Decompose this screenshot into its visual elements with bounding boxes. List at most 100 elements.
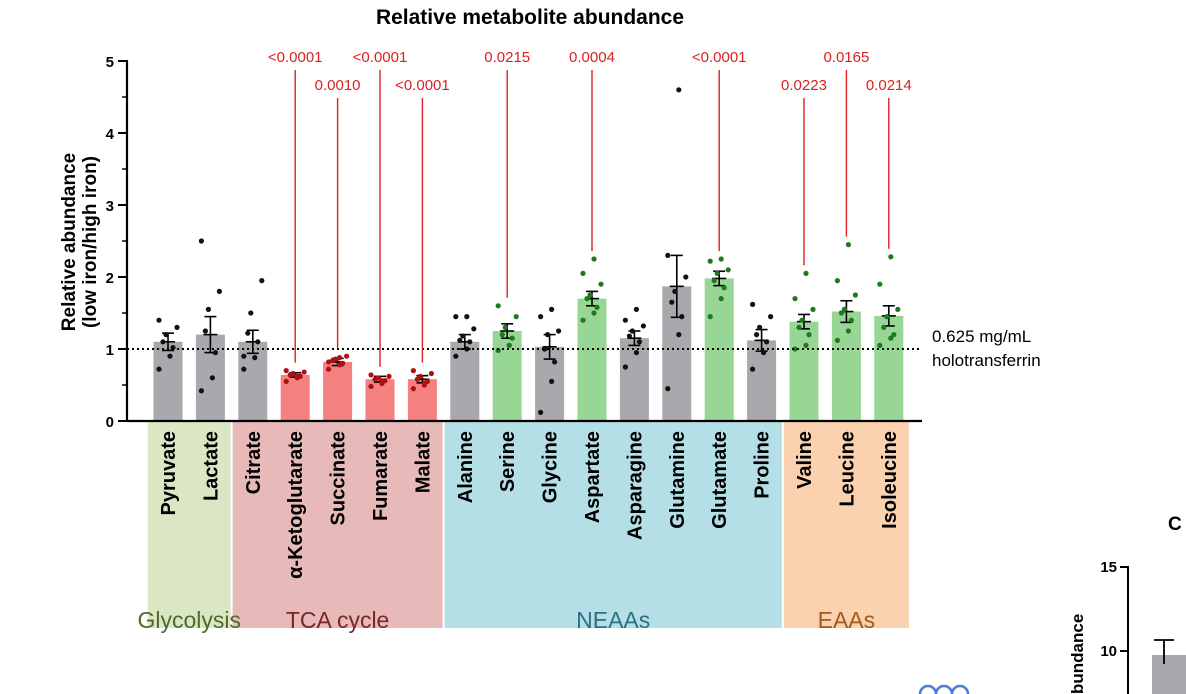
pvalue-isoleucine: 0.0214 <box>866 77 912 94</box>
point-proline <box>754 332 760 338</box>
point-glutamate <box>721 285 727 291</box>
point-glycine <box>545 332 551 338</box>
point-alanine <box>467 339 473 345</box>
group-band-eaas <box>783 422 909 628</box>
pvalue-aspartate: 0.0004 <box>569 49 615 66</box>
point-alanine <box>464 314 470 320</box>
point-valine <box>799 317 805 323</box>
point-glycine <box>538 314 544 320</box>
point-ketoglutarate <box>294 373 300 379</box>
point-leucine <box>841 306 848 312</box>
point-serine <box>513 314 519 320</box>
category-labels: Pyruvate Lactate Citrate α-Ketoglutarate Suc… <box>158 431 901 579</box>
y-axis-label-line1: Relative abundance <box>59 153 80 331</box>
category-label-glycine: Glycine <box>540 431 562 503</box>
point-isoleucine <box>891 332 897 338</box>
point-isoleucine <box>884 314 890 320</box>
point-glutamine <box>679 314 685 320</box>
point-fumarate <box>368 383 374 390</box>
category-label-aspartate: Aspartate <box>582 431 604 523</box>
point-serine <box>499 332 505 338</box>
point-alanine <box>460 333 466 339</box>
point-malate <box>410 386 416 392</box>
point-serine <box>506 342 512 348</box>
point-lactate <box>198 238 204 244</box>
point-ketoglutarate <box>283 378 289 384</box>
side-panel-bar <box>1152 655 1186 694</box>
bar-pyruvate <box>153 341 183 421</box>
group-band-tca-cycle <box>232 422 443 628</box>
side-panel-ytick-15: 15 <box>1100 559 1117 576</box>
point-alanine <box>453 314 459 320</box>
point-valine <box>810 306 816 312</box>
pvalue-leucine: 0.0165 <box>823 49 869 66</box>
point-glycine <box>542 346 548 352</box>
bar-alanine <box>450 341 480 421</box>
group-label-neaas: NEAAs <box>576 607 650 633</box>
point-pyruvate <box>163 332 169 338</box>
point-glycine <box>549 378 555 384</box>
pvalue-glutamate: <0.0001 <box>692 49 747 66</box>
point-isoleucine <box>888 254 894 260</box>
point-fumarate <box>379 378 385 384</box>
point-citrate <box>259 278 265 284</box>
point-aspartate <box>591 310 597 316</box>
pvalue-serine: 0.0215 <box>484 49 530 66</box>
y-axis-label: Relative abundance (low iron/high iron) <box>59 153 101 331</box>
point-proline <box>750 366 756 372</box>
category-label-serine: Serine <box>497 431 519 492</box>
point-leucine <box>845 242 852 248</box>
point-glutamate <box>725 267 731 273</box>
category-label-fumarate: Fumarate <box>370 431 392 521</box>
point-glutamate <box>707 314 713 320</box>
side-panel-c: C 15 10 bundance <box>918 514 1186 694</box>
point-glutamate <box>718 256 724 262</box>
point-serine <box>509 335 515 341</box>
partial-logo-icon <box>918 684 970 694</box>
point-glutamate <box>711 278 717 284</box>
bar-asparagine <box>619 338 649 421</box>
point-glutamate <box>718 296 724 302</box>
point-asparagine <box>626 333 633 339</box>
point-glutamate <box>707 258 713 264</box>
point-glutamine <box>669 299 675 305</box>
group-band-neaas <box>444 422 782 628</box>
point-malate <box>428 370 434 377</box>
group-label-tca-cycle: TCA cycle <box>286 607 390 633</box>
point-aspartate <box>591 256 597 262</box>
point-valine <box>792 346 798 352</box>
category-label-pyruvate: Pyruvate <box>158 431 180 516</box>
bar-aspartate <box>577 298 607 421</box>
axes: 0 1 2 3 4 5 <box>106 54 922 431</box>
point-serine <box>495 347 501 354</box>
point-succinate <box>326 366 332 372</box>
y-tick-label: 1 <box>106 342 114 359</box>
error-bars <box>161 254 896 384</box>
point-fumarate <box>386 373 392 379</box>
point-citrate <box>245 330 251 336</box>
point-alanine <box>457 337 463 343</box>
group-backgrounds <box>147 422 909 628</box>
point-asparagine <box>636 339 643 345</box>
point-leucine <box>845 328 852 334</box>
point-malate <box>417 373 423 379</box>
point-aspartate <box>580 270 586 276</box>
category-label-lactate: Lactate <box>200 431 222 501</box>
point-leucine <box>838 310 845 316</box>
category-label-glutamine: Glutamine <box>667 431 689 529</box>
point-pyruvate <box>156 317 162 323</box>
point-asparagine <box>633 350 640 356</box>
pvalue-succinate: 0.0010 <box>315 77 361 94</box>
y-tick-label: 2 <box>106 270 114 287</box>
point-alanine <box>464 346 470 352</box>
pvalue-valine: 0.0223 <box>781 77 827 94</box>
category-label-malate: Malate <box>412 431 434 493</box>
point-ketoglutarate <box>301 369 307 375</box>
point-serine <box>495 303 501 309</box>
point-alanine <box>471 326 477 332</box>
point-isoleucine <box>877 281 883 287</box>
point-proline <box>757 324 763 330</box>
point-lactate <box>205 306 211 312</box>
point-citrate <box>248 310 254 316</box>
pvalue-fumarate: <0.0001 <box>353 49 408 66</box>
